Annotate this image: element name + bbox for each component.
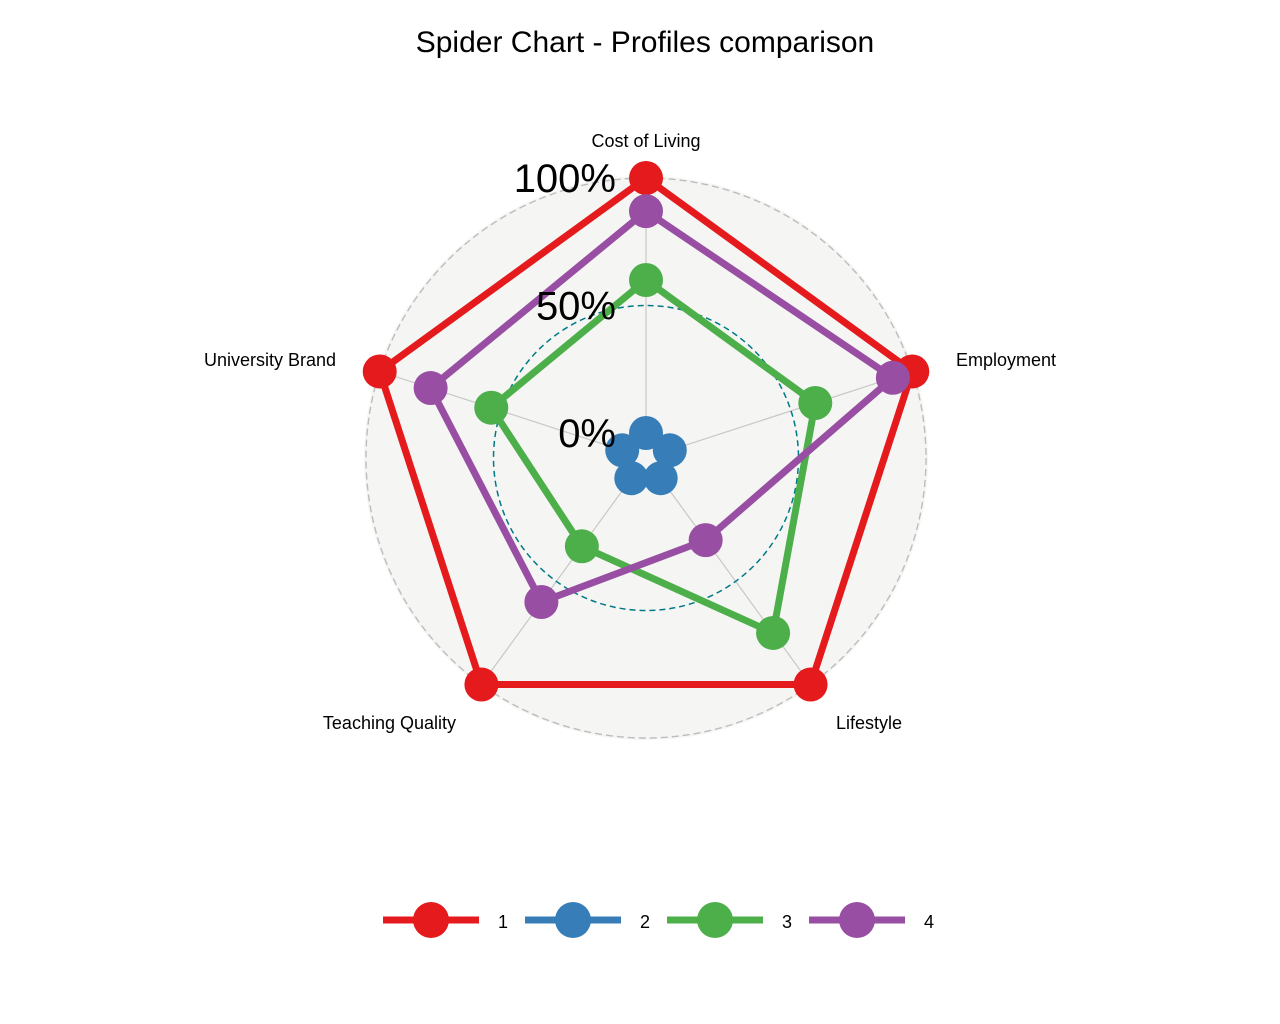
legend-swatch-point [839, 902, 875, 938]
axis-label: University Brand [204, 350, 336, 370]
data-point [564, 529, 599, 564]
series-line [427, 207, 897, 606]
legend-swatch-point [413, 902, 449, 938]
series-line [487, 276, 819, 637]
series-1 [362, 161, 930, 702]
data-point [614, 461, 649, 496]
data-point [464, 667, 499, 702]
series-layer [362, 161, 930, 702]
radar-spoke [669, 370, 913, 451]
data-point [605, 433, 640, 468]
grid-labels: 0% 50% 100% [514, 157, 616, 456]
axis-label: Teaching Quality [323, 713, 456, 733]
data-point [798, 385, 833, 420]
series-3 [474, 263, 833, 650]
radar-ring [365, 177, 927, 739]
series-2 [605, 416, 687, 496]
axis-labels: Cost of Living Employment Lifestyle Teachin… [204, 131, 1056, 733]
data-point [629, 194, 663, 229]
data-point [629, 416, 663, 450]
legend-label: 3 [782, 912, 792, 932]
chart-title: Spider Chart - Profiles comparison [416, 26, 875, 59]
radar-panel-background [364, 176, 928, 740]
data-point [629, 161, 663, 195]
data-point [688, 523, 723, 558]
legend-item: 4 [809, 902, 934, 938]
axis-label: Lifestyle [836, 713, 902, 733]
grid-label: 0% [558, 412, 616, 456]
legend-item: 1 [383, 902, 508, 938]
axis-label: Cost of Living [591, 131, 700, 151]
legend-swatch-point [555, 902, 591, 938]
legend-item: 3 [667, 902, 792, 938]
legend-swatch-point [697, 902, 733, 938]
data-point [474, 390, 509, 425]
axis-label: Employment [956, 350, 1056, 370]
legend-item: 2 [525, 902, 650, 938]
data-point [362, 354, 397, 389]
data-point [875, 360, 910, 395]
data-point [756, 615, 791, 650]
legend-label: 4 [924, 912, 934, 932]
data-point [643, 461, 678, 496]
grid-label: 100% [514, 157, 616, 201]
radar-grid [364, 176, 928, 740]
data-point [413, 371, 448, 406]
series-4 [413, 194, 910, 620]
data-point [652, 433, 687, 468]
series-line [376, 174, 916, 688]
grid-label: 50% [536, 285, 616, 329]
data-point [629, 263, 663, 297]
legend-label: 1 [498, 912, 508, 932]
legend-label: 2 [640, 912, 650, 932]
data-point [524, 585, 559, 620]
legend: 1 2 3 4 [383, 902, 934, 938]
data-point [793, 667, 828, 702]
